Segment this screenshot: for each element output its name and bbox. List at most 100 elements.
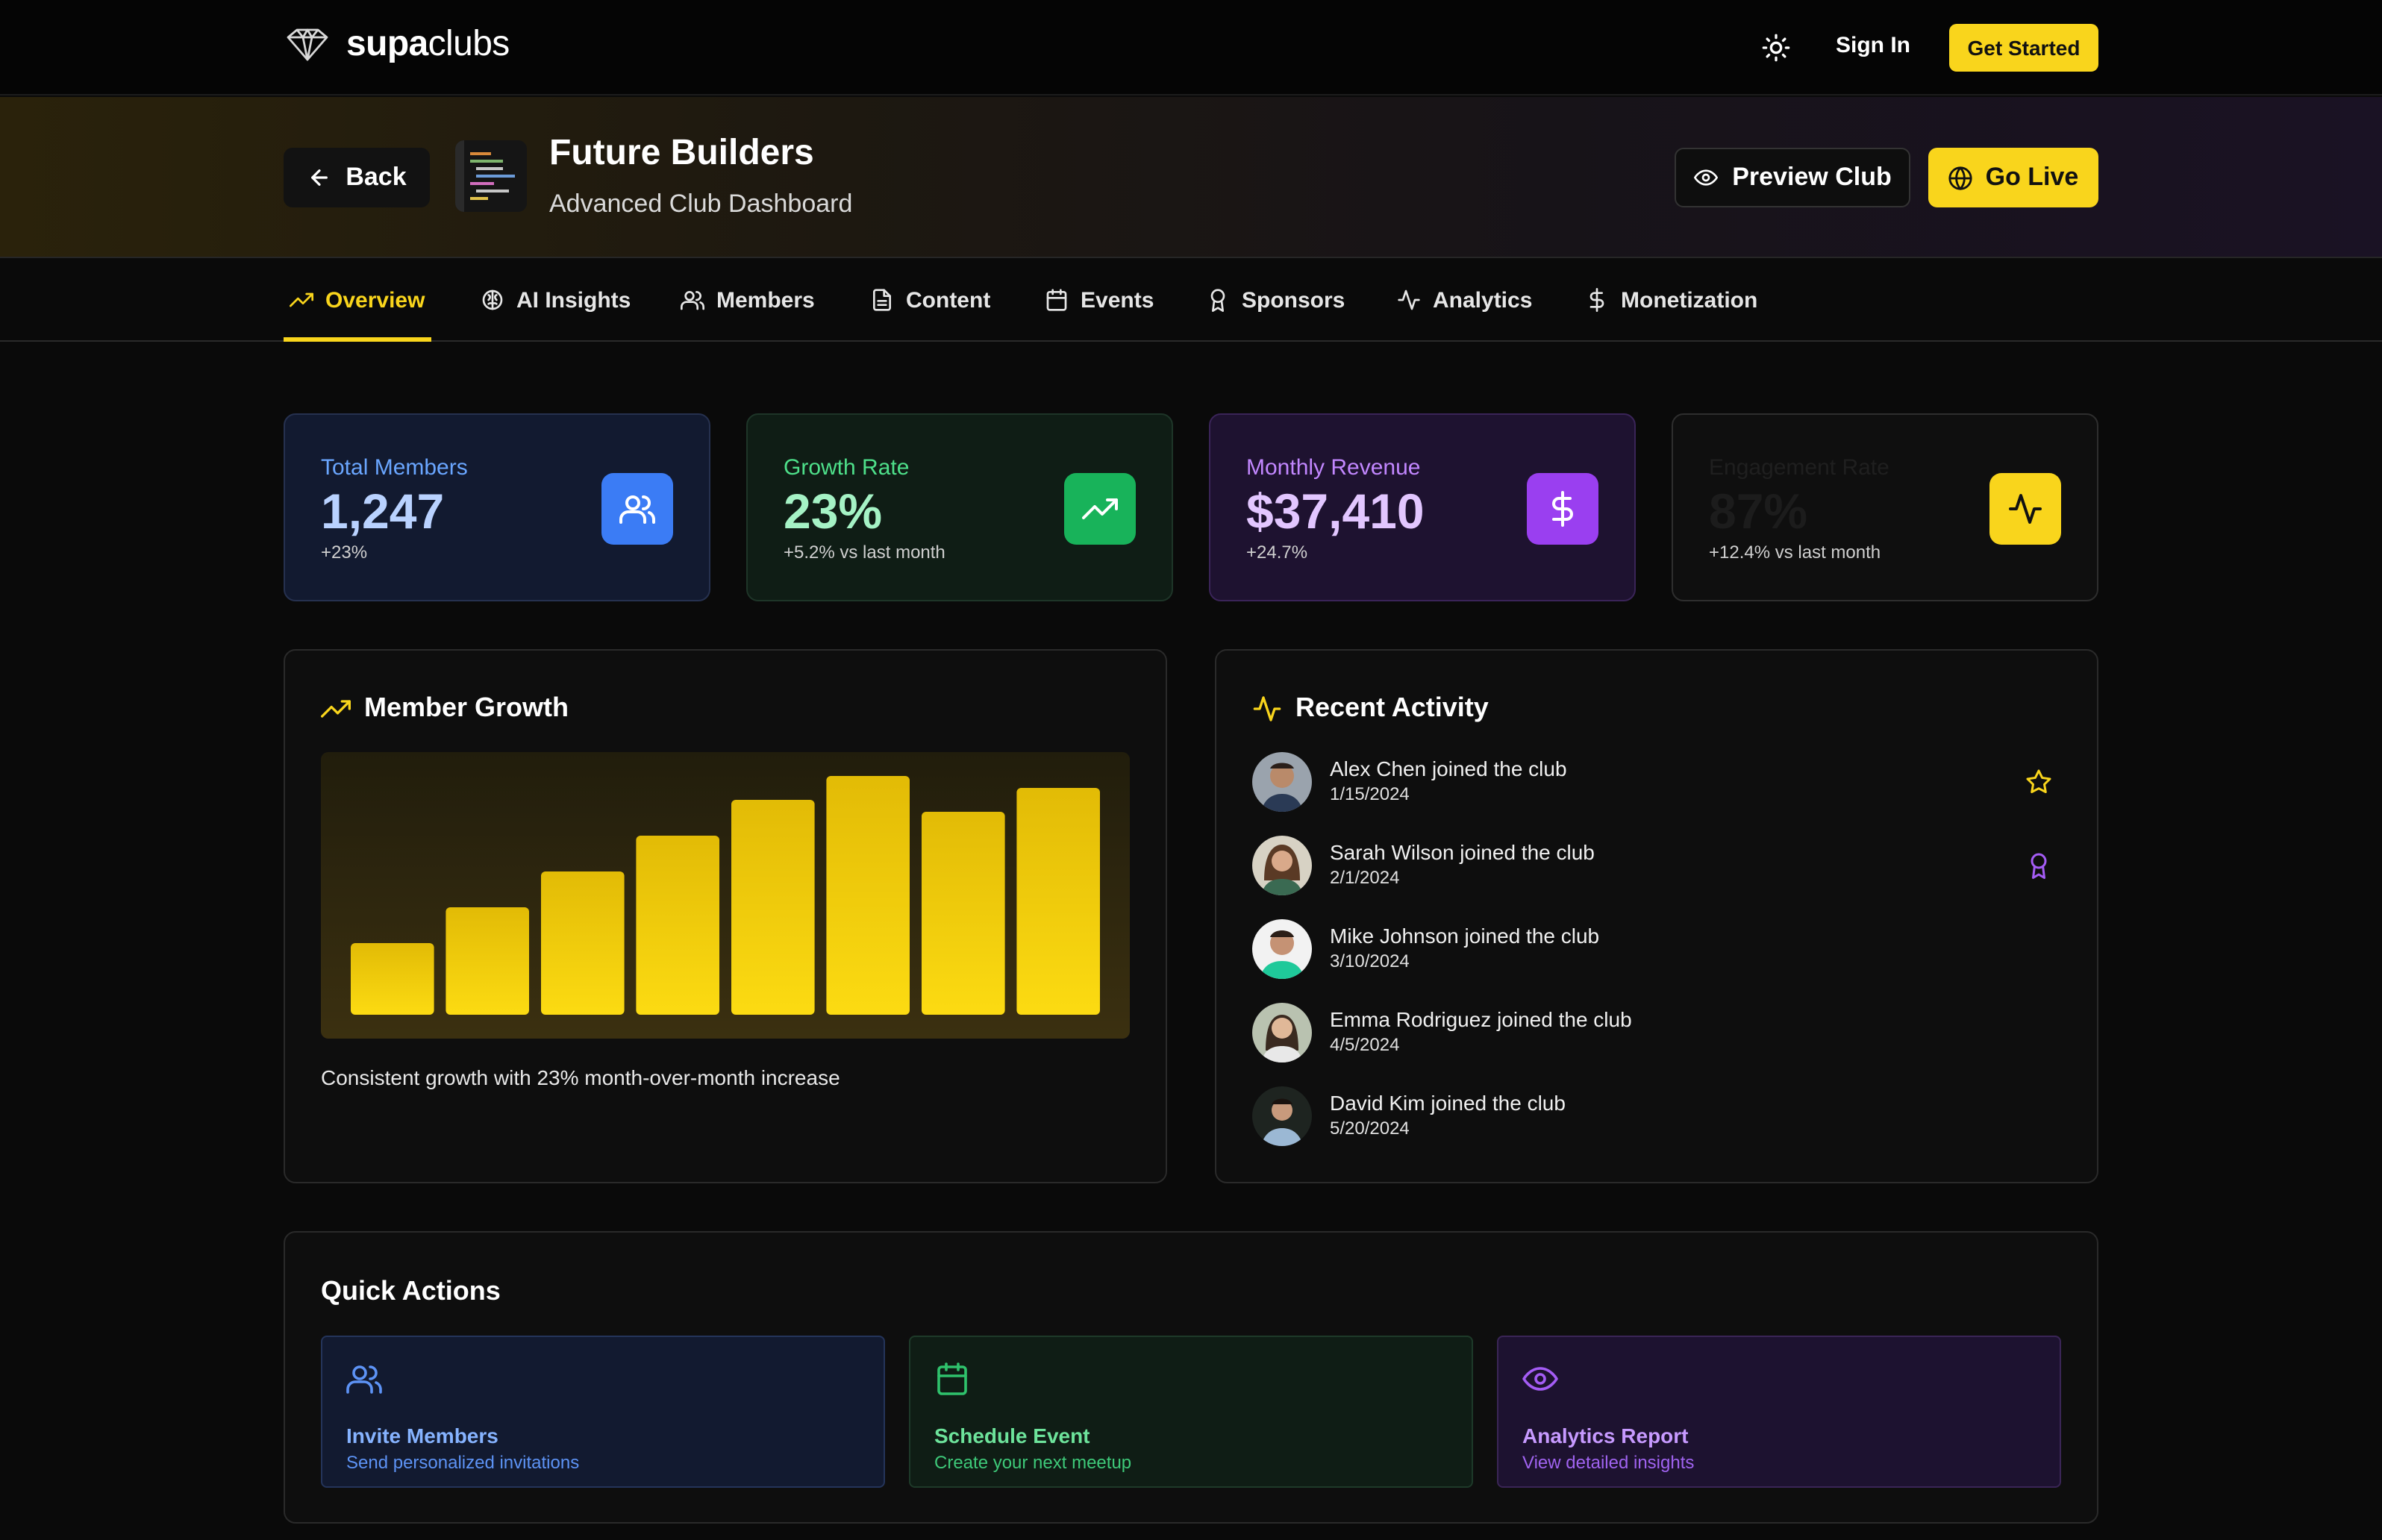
users-icon xyxy=(681,291,704,310)
calendar-icon xyxy=(1046,289,1067,311)
brain-icon xyxy=(482,289,503,310)
chart-bar xyxy=(826,776,910,1015)
back-button[interactable]: Back xyxy=(284,148,430,207)
sign-in-link[interactable]: Sign In xyxy=(1836,33,1910,58)
chart-bar xyxy=(351,943,434,1015)
tab-ai-insights[interactable]: AI Insights xyxy=(481,260,631,340)
panel-title-label: Member Growth xyxy=(364,692,569,722)
go-live-label: Go Live xyxy=(1985,163,2079,191)
invite-members-action[interactable]: Invite Members Send personalized invitat… xyxy=(321,1336,885,1488)
diamond-icon xyxy=(284,21,331,69)
chart-bar xyxy=(636,836,719,1015)
activity-date: 2/1/2024 xyxy=(1330,867,1400,888)
activity-icon xyxy=(1253,695,1281,721)
action-subtitle: Create your next meetup xyxy=(934,1452,1132,1473)
avatar xyxy=(1252,1086,1312,1146)
users-icon xyxy=(346,1365,382,1394)
stat-card-total-members: Total Members 1,247 +23% xyxy=(284,413,710,601)
trending-up-icon xyxy=(321,699,351,717)
tab-label: Events xyxy=(1081,287,1154,313)
panel-title: Recent Activity xyxy=(1252,692,1489,724)
activity-date: 5/20/2024 xyxy=(1330,1118,1410,1139)
star-icon xyxy=(2026,769,2051,793)
get-started-button[interactable]: Get Started xyxy=(1949,24,2098,72)
stat-card-monthly-revenue: Monthly Revenue $37,410 +24.7% xyxy=(1209,413,1636,601)
bar-chart-svg xyxy=(351,776,1100,1015)
tab-sponsors[interactable]: Sponsors xyxy=(1206,260,1345,340)
stat-delta: +12.4% vs last month xyxy=(1709,542,1881,563)
go-live-button[interactable]: Go Live xyxy=(1928,148,2098,207)
club-subtitle: Advanced Club Dashboard xyxy=(549,190,853,218)
quick-actions-panel: Quick Actions Invite Members Send person… xyxy=(284,1231,2098,1524)
panel-title-label: Recent Activity xyxy=(1295,692,1489,722)
chart-bar xyxy=(446,907,529,1015)
tab-label: Analytics xyxy=(1433,287,1533,313)
tab-members[interactable]: Members xyxy=(681,260,815,340)
member-growth-chart xyxy=(321,752,1130,1039)
dashboard-tabs: Overview AI Insights Members Content Eve… xyxy=(0,260,2382,342)
panel-title: Quick Actions xyxy=(321,1276,501,1306)
users-icon xyxy=(601,473,673,545)
activity-item[interactable]: Sarah Wilson joined the club 2/1/2024 xyxy=(1252,836,2064,901)
stat-value: 1,247 xyxy=(321,483,445,539)
stat-delta: +23% xyxy=(321,542,368,563)
activity-icon xyxy=(1398,289,1420,310)
activity-text: David Kim joined the club xyxy=(1330,1091,1566,1115)
panel-title: Member Growth xyxy=(321,692,569,724)
stat-value: 23% xyxy=(784,483,883,539)
activity-item[interactable]: David Kim joined the club 5/20/2024 xyxy=(1252,1086,2064,1152)
tab-label: Content xyxy=(906,287,991,313)
tab-content[interactable]: Content xyxy=(870,260,990,340)
stat-label: Total Members xyxy=(321,455,468,481)
stat-value: $37,410 xyxy=(1246,483,1425,539)
club-thumbnail xyxy=(455,140,527,212)
chart-bar xyxy=(731,800,815,1015)
activity-item[interactable]: Emma Rodriguez joined the club 4/5/2024 xyxy=(1252,1003,2064,1068)
stat-label: Monthly Revenue xyxy=(1246,455,1421,481)
tab-overview[interactable]: Overview xyxy=(284,260,431,342)
top-navbar: supaclubs Sign In Get Started xyxy=(0,0,2382,96)
tab-label: Members xyxy=(716,287,815,313)
action-subtitle: Send personalized invitations xyxy=(346,1452,580,1473)
activity-text: Alex Chen joined the club xyxy=(1330,757,1567,780)
dollar-icon xyxy=(1589,288,1604,312)
tab-monetization[interactable]: Monetization xyxy=(1585,260,1757,340)
activity-date: 4/5/2024 xyxy=(1330,1034,1400,1055)
activity-text: Mike Johnson joined the club xyxy=(1330,924,1600,948)
trending-up-icon xyxy=(290,292,313,307)
trending-up-icon xyxy=(1064,473,1136,545)
tab-label: Sponsors xyxy=(1242,287,1345,313)
member-growth-panel: Member Growth Consistent growth with 23%… xyxy=(284,649,1167,1183)
analytics-report-action[interactable]: Analytics Report View detailed insights xyxy=(1497,1336,2061,1488)
stat-card-growth-rate: Growth Rate 23% +5.2% vs last month xyxy=(746,413,1173,601)
avatar xyxy=(1252,752,1312,812)
avatar xyxy=(1252,1003,1312,1062)
action-title: Invite Members xyxy=(346,1424,498,1447)
activity-date: 3/10/2024 xyxy=(1330,951,1410,971)
brand-logo[interactable]: supaclubs xyxy=(284,21,510,69)
chart-bar xyxy=(922,812,1005,1015)
activity-item[interactable]: Mike Johnson joined the club 3/10/2024 xyxy=(1252,919,2064,985)
eye-icon xyxy=(1693,169,1718,186)
tab-label: Overview xyxy=(325,287,425,313)
theme-toggle-button[interactable] xyxy=(1758,30,1794,66)
tab-analytics[interactable]: Analytics xyxy=(1397,260,1532,340)
preview-club-label: Preview Club xyxy=(1732,163,1892,191)
stat-delta: +5.2% vs last month xyxy=(784,542,945,563)
preview-club-button[interactable]: Preview Club xyxy=(1675,148,1910,207)
club-header: Back Future Builders Advanced Club Dashb… xyxy=(0,97,2382,258)
schedule-event-action[interactable]: Schedule Event Create your next meetup xyxy=(909,1336,1473,1488)
stat-delta: +24.7% xyxy=(1246,542,1308,563)
activity-date: 1/15/2024 xyxy=(1330,783,1410,804)
stat-value: 87% xyxy=(1709,483,1808,539)
arrow-left-icon xyxy=(310,169,328,186)
avatar xyxy=(1252,919,1312,979)
stat-label: Engagement Rate xyxy=(1709,455,1889,481)
sun-icon xyxy=(1762,34,1790,62)
activity-text: Emma Rodriguez joined the club xyxy=(1330,1007,1632,1031)
activity-item[interactable]: Alex Chen joined the club 1/15/2024 xyxy=(1252,752,2064,818)
activity-text: Sarah Wilson joined the club xyxy=(1330,840,1595,864)
tab-events[interactable]: Events xyxy=(1045,260,1154,340)
activity-icon xyxy=(1989,473,2061,545)
